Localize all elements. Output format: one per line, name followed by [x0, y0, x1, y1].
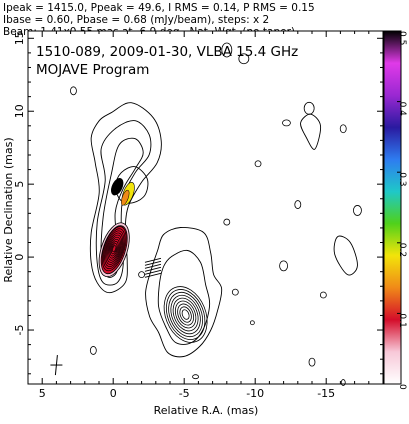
core-orange-fill	[121, 189, 130, 206]
noise-contour	[138, 271, 146, 278]
y-tick-label: 15	[13, 31, 26, 45]
jet-knot-contour	[181, 309, 190, 320]
noise-contour	[353, 205, 362, 216]
jet-knot-contour	[163, 286, 208, 343]
noise-contour	[319, 291, 327, 299]
axis-ticks: 5 0 -5 -10 -15 15 10 5 0 -5	[13, 31, 384, 400]
noise-contour	[192, 374, 199, 380]
core-contour-outer	[89, 102, 162, 294]
polarization-vector	[144, 263, 162, 269]
jet-knot-contour	[174, 300, 197, 329]
noise-contour	[223, 218, 231, 226]
core-inner-contour	[109, 241, 119, 257]
jet-knot-contour	[179, 306, 192, 323]
noise-contour	[294, 200, 302, 209]
noise-contour	[279, 260, 289, 272]
core-inner-contour	[107, 236, 121, 261]
core-black-fill	[111, 178, 124, 196]
colorbar-tick-label: 0.2	[397, 243, 407, 257]
contour-layer	[50, 42, 362, 386]
x-tick-label: 0	[110, 387, 117, 400]
header-line-1: Ipeak = 1415.0, Ppeak = 49.6, I RMS = 0.…	[3, 2, 315, 14]
map-title: 1510-089, 2009-01-30, VLBA 15.4 GHz	[36, 44, 298, 60]
y-tick-label: 0	[13, 254, 26, 261]
beam-cross-v	[54, 354, 58, 376]
noise-contour	[231, 288, 239, 296]
colorbar: 0.5 0.4 0.3 0.2 0.1 0	[383, 30, 407, 390]
y-tick-label: 5	[13, 181, 26, 188]
colorbar-tick-label: 0.3	[397, 172, 407, 186]
filament-contour	[300, 113, 322, 150]
map-subtitle: MOJAVE Program	[36, 62, 149, 78]
noise-contour	[340, 379, 346, 386]
core-inner-contour	[103, 228, 126, 270]
noise-contour	[254, 160, 262, 168]
polarization-vector	[144, 260, 162, 266]
core-inner-contour	[104, 230, 125, 267]
y-tick-label: 10	[13, 104, 26, 118]
core-inner-contour	[105, 232, 124, 265]
x-tick-label: 5	[39, 387, 46, 400]
noise-contour	[308, 357, 316, 367]
core-inner-contour	[111, 243, 118, 255]
noise-contour	[238, 53, 250, 65]
filament-contour	[333, 235, 358, 276]
jet-knot-contour	[172, 297, 199, 332]
jet-knot-contour	[177, 303, 195, 326]
x-axis-label: Relative R.A. (mas)	[154, 404, 259, 417]
noise-contour	[221, 42, 233, 58]
noise-contour	[249, 320, 255, 326]
polarization-vector	[144, 272, 162, 278]
colorbar-tick-label: 0.1	[397, 313, 407, 327]
jet-knot-contour	[170, 294, 201, 335]
polarization-vector	[144, 257, 162, 263]
x-tick-label: -5	[179, 387, 190, 400]
noise-contour	[282, 119, 291, 127]
core-inner-contour	[112, 245, 117, 253]
polarization-vector	[144, 269, 162, 275]
noise-contour	[339, 124, 347, 134]
jet-knot-contour	[168, 291, 204, 338]
polarization-vector	[144, 266, 162, 272]
core-inner-contour	[101, 226, 127, 272]
y-axis-label: Relative Declination (mas)	[2, 137, 15, 282]
core-inner-contour	[106, 234, 122, 263]
core-inner-contour	[108, 238, 120, 259]
colorbar-tick-label: 0.4	[397, 102, 407, 117]
noise-contour	[89, 346, 97, 355]
jet-knot-contour	[165, 289, 206, 340]
noise-contour	[70, 86, 77, 96]
jet-contour-outer	[145, 227, 223, 358]
header-line-2: Ibase = 0.60, Pbase = 0.68 (mJy/beam), s…	[3, 14, 269, 26]
y-tick-label: -5	[13, 325, 26, 336]
colorbar-gradient	[384, 31, 401, 384]
x-tick-label: -10	[246, 387, 264, 400]
x-tick-label: -15	[317, 387, 335, 400]
colorbar-tick-label: 0	[397, 384, 407, 390]
colorbar-tick-label: 0.5	[397, 31, 407, 45]
core-contour-2	[95, 120, 152, 286]
